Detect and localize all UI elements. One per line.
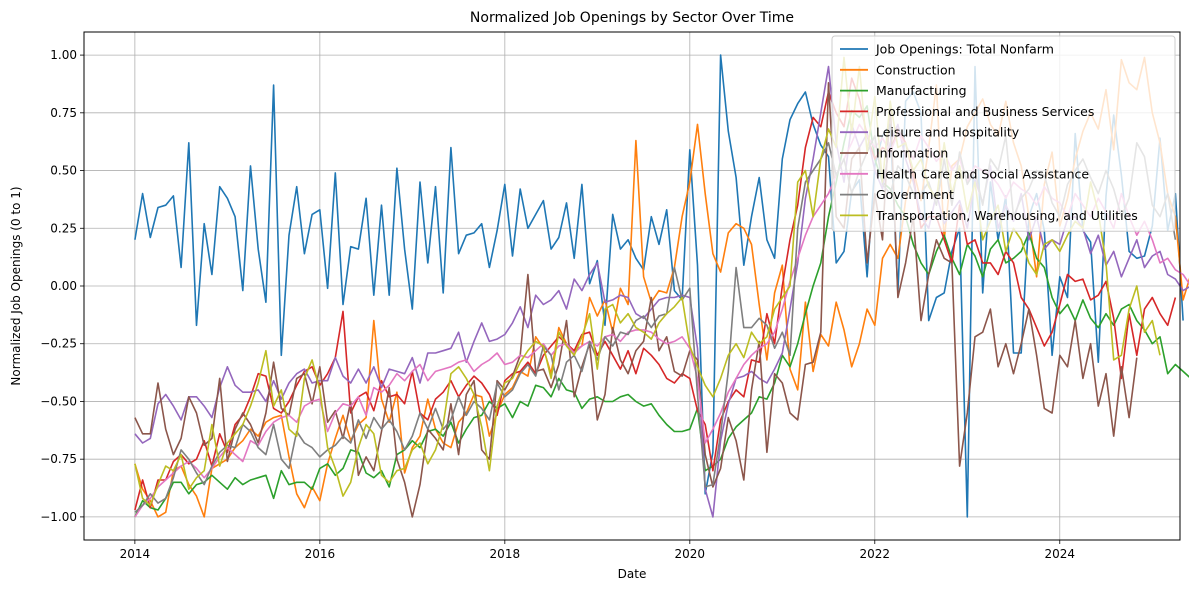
x-axis-label: Date (618, 567, 647, 581)
y-axis-label: Normalized Job Openings (0 to 1) (9, 186, 23, 385)
legend-label-6: Health Care and Social Assistance (876, 166, 1089, 181)
legend-box (831, 35, 1176, 232)
axis-ticks: 2014 2016 2018 2020 2022 2024 −1.00 −0.75 −0.50 −… (40, 48, 1075, 561)
y-tick-label: 0.50 (50, 164, 77, 178)
y-tick-label: −0.50 (40, 394, 77, 408)
legend-label-8: Transportation, Warehousing, and Utiliti… (875, 208, 1138, 223)
legend: Job Openings: Total Nonfarm Construction M… (831, 35, 1176, 232)
legend-label-1: Construction (876, 62, 956, 77)
legend-label-7: Government (876, 187, 954, 202)
y-tick-label: 1.00 (50, 48, 77, 62)
y-tick-label: 0.00 (50, 279, 77, 293)
series-line-2 (134, 105, 1189, 518)
y-tick-label: 0.25 (50, 221, 77, 235)
y-tick-label: −0.25 (40, 337, 77, 351)
x-tick-label: 2014 (120, 547, 151, 561)
y-tick-label: 0.75 (50, 106, 77, 120)
x-tick-label: 2016 (305, 547, 336, 561)
y-tick-label: −1.00 (40, 510, 77, 524)
legend-label-4: Leisure and Hospitality (876, 125, 1020, 140)
legend-label-2: Manufacturing (876, 83, 967, 98)
x-tick-label: 2020 (675, 547, 706, 561)
y-tick-label: −0.75 (40, 452, 77, 466)
x-tick-label: 2018 (490, 547, 521, 561)
x-tick-label: 2024 (1044, 547, 1075, 561)
legend-label-5: Information (876, 146, 948, 161)
series-line-5 (134, 82, 1138, 518)
x-tick-label: 2022 (860, 547, 891, 561)
legend-label-0: Job Openings: Total Nonfarm (875, 42, 1054, 57)
chart-title: Normalized Job Openings by Sector Over T… (470, 10, 794, 26)
legend-label-3: Professional and Business Services (876, 104, 1094, 119)
series-line-0 (134, 54, 1184, 518)
